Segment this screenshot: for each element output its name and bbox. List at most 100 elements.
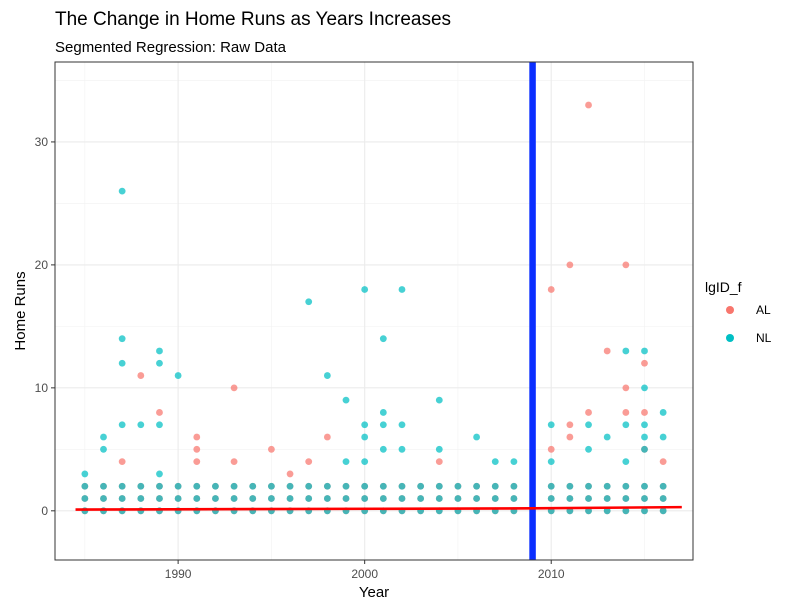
data-point — [361, 482, 369, 490]
data-point — [118, 458, 126, 466]
data-point — [361, 286, 369, 293]
data-point — [659, 482, 667, 490]
plot-panel — [55, 62, 693, 560]
data-point — [622, 384, 630, 392]
data-point — [585, 495, 592, 502]
data-point — [174, 372, 182, 379]
data-point — [156, 347, 163, 355]
data-point — [585, 101, 592, 109]
data-point — [118, 335, 126, 343]
chart-subtitle: Segmented Regression: Raw Data — [55, 39, 287, 56]
data-point — [193, 445, 201, 453]
data-point — [547, 286, 555, 293]
data-point — [585, 409, 592, 416]
data-point — [267, 482, 275, 490]
data-point — [641, 409, 648, 416]
y-tick-label: 30 — [35, 135, 49, 149]
data-point — [641, 495, 648, 502]
data-point — [230, 482, 238, 490]
data-point — [435, 445, 443, 453]
data-point — [323, 372, 331, 379]
data-point — [137, 495, 145, 502]
data-point — [81, 470, 89, 478]
data-point — [193, 433, 201, 441]
data-point — [286, 470, 294, 478]
data-point — [230, 384, 238, 392]
data-point — [249, 495, 257, 502]
data-point — [305, 458, 313, 466]
data-point — [491, 495, 499, 502]
data-point — [323, 495, 331, 502]
data-point — [585, 421, 592, 429]
data-point — [361, 495, 369, 502]
data-point — [641, 384, 648, 392]
data-point — [547, 458, 555, 466]
data-point — [137, 372, 145, 379]
data-point — [342, 495, 350, 502]
x-tick-label: 2000 — [351, 567, 378, 581]
data-point — [510, 482, 518, 490]
data-point — [622, 458, 630, 466]
y-tick-label: 20 — [35, 258, 49, 272]
data-point — [118, 421, 126, 429]
legend-title: lgID_f — [705, 279, 742, 295]
data-points — [81, 101, 667, 515]
data-point — [622, 495, 630, 502]
data-point — [361, 433, 369, 441]
data-point — [323, 482, 331, 490]
data-point — [100, 433, 107, 441]
data-point — [156, 495, 163, 502]
data-point — [435, 495, 443, 502]
data-point — [379, 445, 387, 453]
data-point — [379, 482, 387, 490]
data-point — [100, 495, 107, 502]
legend-key-al — [726, 306, 734, 314]
data-point — [305, 298, 313, 306]
data-point — [435, 458, 443, 466]
data-point — [118, 359, 126, 367]
data-point — [417, 495, 425, 502]
data-point — [435, 482, 443, 490]
data-point — [603, 495, 611, 502]
data-point — [398, 421, 406, 429]
data-point — [286, 495, 294, 502]
data-point — [659, 495, 667, 502]
fit-lines — [75, 62, 682, 560]
plot-border — [54, 61, 694, 561]
data-point — [249, 482, 257, 490]
data-point — [585, 482, 592, 490]
y-axis-title: Home Runs — [12, 271, 29, 350]
legend-label-nl: NL — [756, 331, 772, 345]
data-point — [305, 495, 313, 502]
data-point — [267, 495, 275, 502]
legend-label-al: AL — [756, 303, 771, 317]
data-point — [622, 347, 630, 355]
y-tick-label: 0 — [41, 504, 48, 518]
data-point — [137, 482, 145, 490]
data-point — [81, 482, 89, 490]
data-point — [342, 396, 350, 404]
data-point — [398, 482, 406, 490]
data-point — [156, 470, 163, 478]
data-point — [379, 335, 387, 343]
y-tick-label: 10 — [35, 381, 49, 395]
data-point — [81, 495, 89, 502]
data-point — [659, 409, 667, 416]
data-point — [603, 347, 611, 355]
data-point — [193, 495, 201, 502]
data-point — [566, 421, 574, 429]
data-point — [510, 458, 518, 466]
data-point — [622, 261, 630, 269]
data-point — [379, 421, 387, 429]
data-point — [566, 433, 574, 441]
legend: lgID_f AL NL — [705, 279, 772, 345]
data-point — [473, 482, 481, 490]
data-point — [566, 261, 574, 269]
data-point — [435, 396, 443, 404]
data-point — [641, 421, 648, 429]
data-point — [118, 187, 126, 195]
chart-title: The Change in Home Runs as Years Increas… — [55, 9, 451, 30]
data-point — [230, 458, 238, 466]
data-point — [491, 482, 499, 490]
